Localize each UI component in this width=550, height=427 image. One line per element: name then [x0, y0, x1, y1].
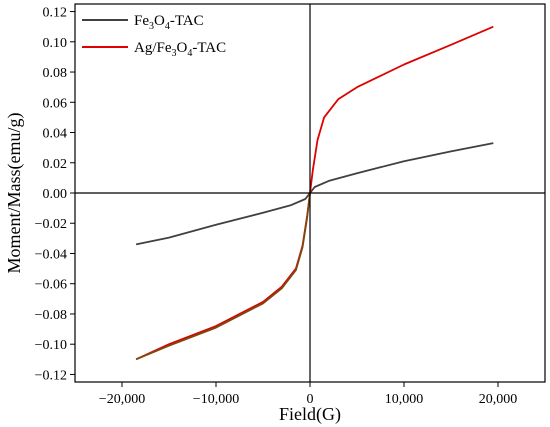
legend-agfe3o4-sub2: 4: [187, 48, 192, 59]
legend-agfe3o4-main: Ag/Fe: [134, 40, 172, 56]
y-tick-label: 0.08: [43, 66, 68, 81]
y-tick-label: 0.12: [43, 6, 68, 21]
legend-fe3o4-sub1: 3: [149, 21, 154, 32]
y-tick-label: 0.06: [43, 96, 68, 111]
y-tick-label: 0.10: [43, 36, 68, 51]
legend-fe3o4-mid: O: [154, 13, 165, 29]
legend-agfe3o4-tail: -TAC: [192, 40, 226, 56]
legend: Fe3O4-TAC Ag/Fe3O4-TAC: [82, 13, 226, 59]
legend-agfe3o4-sub1: 3: [172, 48, 177, 59]
x-tick-label: −10,000: [193, 392, 239, 407]
y-tick-label: −0.06: [35, 278, 67, 293]
y-tick-label: −0.10: [35, 338, 67, 353]
y-tick-label: −0.12: [35, 368, 67, 383]
legend-fe3o4-sub2: 4: [165, 21, 170, 32]
tick-group: −20,000 −10,000 0 10,000 20,000 −0.12 −0.10 −0.…: [35, 6, 518, 407]
y-tick-label: −0.04: [35, 247, 67, 262]
legend-agfe3o4-mid: O: [177, 40, 188, 56]
x-tick-label: 0: [307, 392, 314, 407]
y-tick-label: 0.04: [43, 127, 68, 142]
legend-label-agfe3o4: Ag/Fe3O4-TAC: [134, 40, 226, 59]
legend-fe3o4-tail: -TAC: [170, 13, 204, 29]
y-tick-label: 0.02: [43, 157, 68, 172]
series-line-2: [135, 192, 311, 361]
x-tick-label: 20,000: [479, 392, 518, 407]
x-tick-label: 10,000: [385, 392, 424, 407]
x-tick-label: −20,000: [99, 392, 145, 407]
x-axis-title: Field(G): [279, 404, 341, 425]
y-tick-label: 0.00: [43, 187, 68, 202]
y-tick-label: −0.02: [35, 217, 67, 232]
legend-fe3o4-main: Fe: [134, 13, 149, 29]
legend-label-fe3o4: Fe3O4-TAC: [134, 13, 204, 32]
y-tick-label: −0.08: [35, 308, 67, 323]
y-axis-title: Moment/Mass(emu/g): [4, 113, 25, 274]
